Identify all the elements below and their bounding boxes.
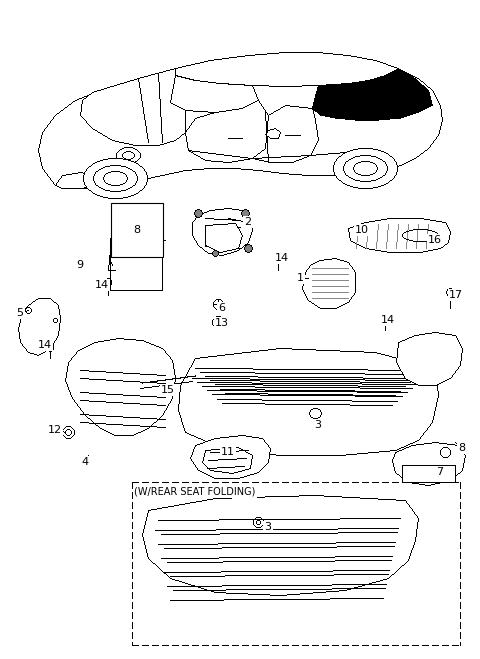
Text: 17: 17	[449, 290, 463, 300]
Text: 12: 12	[48, 425, 62, 435]
Text: 14: 14	[275, 253, 289, 263]
Text: 9: 9	[76, 260, 84, 270]
Text: 1: 1	[297, 273, 303, 283]
Text: 3: 3	[264, 522, 272, 532]
Text: 4: 4	[82, 457, 89, 467]
Text: (W/REAR SEAT FOLDING): (W/REAR SEAT FOLDING)	[134, 487, 256, 497]
Text: 5: 5	[16, 308, 24, 318]
Text: 14: 14	[38, 340, 52, 350]
Text: 6: 6	[218, 303, 226, 313]
Text: 14: 14	[95, 280, 109, 290]
Text: 2: 2	[244, 217, 252, 227]
Text: 11: 11	[221, 447, 235, 457]
Text: 15: 15	[161, 385, 175, 395]
Text: 10: 10	[355, 225, 369, 235]
Text: 16: 16	[428, 235, 442, 245]
Text: 8: 8	[134, 223, 142, 233]
Text: 8: 8	[133, 225, 141, 235]
Text: 13: 13	[215, 318, 229, 328]
Text: 3: 3	[314, 420, 322, 430]
Text: 8: 8	[458, 443, 466, 453]
Text: 7: 7	[436, 467, 444, 477]
Text: 14: 14	[381, 315, 395, 325]
